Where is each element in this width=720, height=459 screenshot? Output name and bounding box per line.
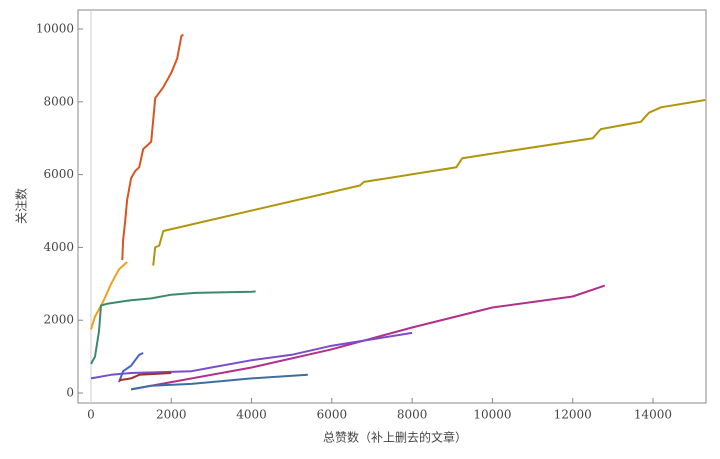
series-line xyxy=(90,331,413,380)
x-tick-label: 0 xyxy=(87,408,95,422)
x-tick-label: 14000 xyxy=(634,408,672,422)
series-line xyxy=(121,33,184,261)
plot-frame xyxy=(77,9,707,404)
y-axis-label: 关注数 xyxy=(14,188,29,224)
series-line xyxy=(118,352,144,383)
series-line xyxy=(130,284,606,391)
series-line xyxy=(90,290,256,365)
x-tick-label: 12000 xyxy=(554,408,592,422)
x-tick-label: 2000 xyxy=(156,408,187,422)
x-tick-label: 8000 xyxy=(397,408,428,422)
x-axis-label: 总赞数（补上删去的文章） xyxy=(323,430,467,445)
y-tick-label: 10000 xyxy=(36,22,74,36)
x-tick-label: 4000 xyxy=(236,408,267,422)
series-line xyxy=(90,261,128,330)
y-tick-label: 6000 xyxy=(43,167,74,181)
series-line xyxy=(118,372,172,382)
y-tick-label: 8000 xyxy=(43,94,74,108)
x-tick-label: 6000 xyxy=(317,408,348,422)
y-tick-label: 4000 xyxy=(43,240,74,254)
series-line xyxy=(152,99,706,266)
y-tick-label: 2000 xyxy=(43,313,74,327)
series-line xyxy=(130,373,308,391)
y-tick-label: 0 xyxy=(66,385,74,399)
x-tick-label: 10000 xyxy=(473,408,511,422)
